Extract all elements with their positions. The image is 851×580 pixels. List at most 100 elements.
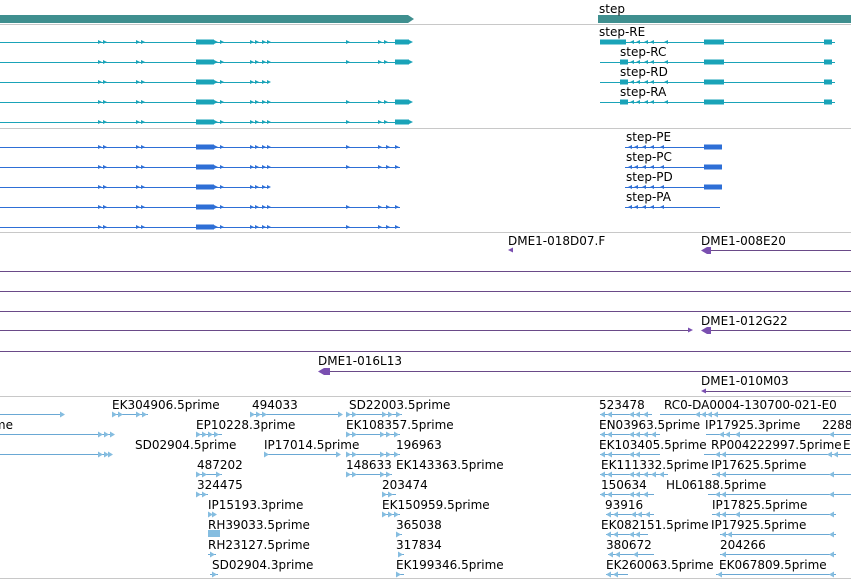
exon-arrow[interactable] [386,225,390,229]
est-label[interactable]: E [843,438,851,452]
est-label[interactable]: EK260063.5prime [606,558,714,572]
exon-arrow[interactable] [141,205,145,209]
exon-block[interactable] [620,79,628,85]
exon-arrow[interactable] [628,205,632,209]
exon-arrow[interactable] [384,120,388,124]
clone-label[interactable]: DME1-016L13 [318,354,402,368]
gene-bar-right[interactable] [598,15,851,23]
exon-arrow[interactable] [262,80,266,84]
exon-arrow[interactable] [650,145,654,149]
est-label[interactable]: EK143363.5prime [396,458,504,472]
exon-arrow[interactable] [141,80,145,84]
est-label[interactable]: SD22003.5prime [349,398,450,412]
exon-arrow[interactable] [378,205,382,209]
exon-arrow[interactable] [136,165,140,169]
exon-arrow[interactable] [630,60,634,64]
exon-arrow[interactable] [346,100,350,104]
est-arrow[interactable] [382,491,387,498]
exon-arrow[interactable] [660,205,664,209]
exon-arrow[interactable] [255,205,259,209]
gene-label[interactable]: step [599,2,625,16]
exon-arrow[interactable] [642,165,646,169]
exon-arrow[interactable] [634,145,638,149]
exon-arrow[interactable] [136,145,140,149]
est-arrow[interactable] [613,531,618,538]
est-arrow[interactable] [118,411,123,418]
exon-arrow[interactable] [103,225,107,229]
exon-arrow[interactable] [386,145,390,149]
exon-block[interactable] [824,99,832,105]
exon-block[interactable] [704,184,722,190]
exon-block[interactable] [196,79,214,85]
est-label[interactable]: 196963 [396,438,442,452]
est-arrow[interactable] [635,531,640,538]
exon-arrow[interactable] [267,80,271,84]
est-arrow[interactable] [346,471,351,478]
est-label[interactable]: 317834 [396,538,442,552]
est-arrow[interactable] [701,411,706,418]
exon-arrow[interactable] [250,80,254,84]
est-label[interactable]: 150634 [601,478,647,492]
exon-arrow[interactable] [660,185,664,189]
est-arrow[interactable] [833,451,838,458]
exon-arrow[interactable] [636,60,640,64]
exon-arrow[interactable] [220,185,224,189]
transcript-label[interactable]: step-RC [620,45,666,59]
est-arrow[interactable] [262,411,267,418]
exon-block[interactable] [824,79,832,85]
exon-arrow[interactable] [384,100,388,104]
exon-block[interactable] [196,59,214,65]
est-arrow[interactable] [643,491,648,498]
exon-arrow[interactable] [141,40,145,44]
est-arrow[interactable] [264,451,269,458]
est-arrow[interactable] [98,431,103,438]
est-arrow[interactable] [388,411,393,418]
est-arrow[interactable] [659,471,664,478]
est-arrow[interactable] [98,451,103,458]
cds-label[interactable]: step-PA [626,190,672,204]
exon-arrow[interactable] [628,185,632,189]
est-arrow[interactable] [651,471,656,478]
exon-arrow[interactable] [250,120,254,124]
est-label[interactable]: SD02904.5prime [135,438,236,452]
est-arrow[interactable] [721,471,726,478]
exon-arrow[interactable] [103,120,107,124]
exon-arrow[interactable] [701,388,706,394]
est-arrow[interactable] [725,431,730,438]
est-arrow[interactable] [208,431,213,438]
est-arrow[interactable] [629,471,634,478]
est-arrow[interactable] [216,471,221,478]
exon-arrow[interactable] [267,225,271,229]
exon-arrow[interactable] [250,60,254,64]
exon-arrow[interactable] [384,60,388,64]
exon-arrow[interactable] [262,120,266,124]
exon-block[interactable] [620,59,628,65]
exon-arrow[interactable] [267,205,271,209]
exon-arrow[interactable] [395,225,399,229]
est-arrow[interactable] [210,551,215,558]
est-arrow[interactable] [112,411,117,418]
est-arrow[interactable] [651,431,656,438]
est-label[interactable]: IP17925.3prime [705,418,800,432]
exon-block[interactable] [704,79,724,85]
exon-arrow[interactable] [141,120,145,124]
exon-arrow[interactable] [214,120,218,124]
est-arrow[interactable] [713,411,718,418]
exon-block[interactable] [196,119,214,125]
est-arrow[interactable] [208,511,213,518]
exon-arrow[interactable] [650,205,654,209]
exon-arrow[interactable] [378,225,382,229]
est-arrow[interactable] [202,431,207,438]
exon-arrow[interactable] [267,185,271,189]
exon-arrow[interactable] [409,120,413,124]
exon-arrow[interactable] [650,100,654,104]
est-arrow[interactable] [829,491,834,498]
est-arrow[interactable] [629,451,634,458]
exon-arrow[interactable] [103,60,107,64]
est-arrow[interactable] [380,471,385,478]
exon-arrow[interactable] [650,185,654,189]
est-label[interactable]: 204266 [720,538,766,552]
est-arrow[interactable] [635,471,640,478]
est-arrow[interactable] [382,411,387,418]
exon-arrow[interactable] [262,165,266,169]
